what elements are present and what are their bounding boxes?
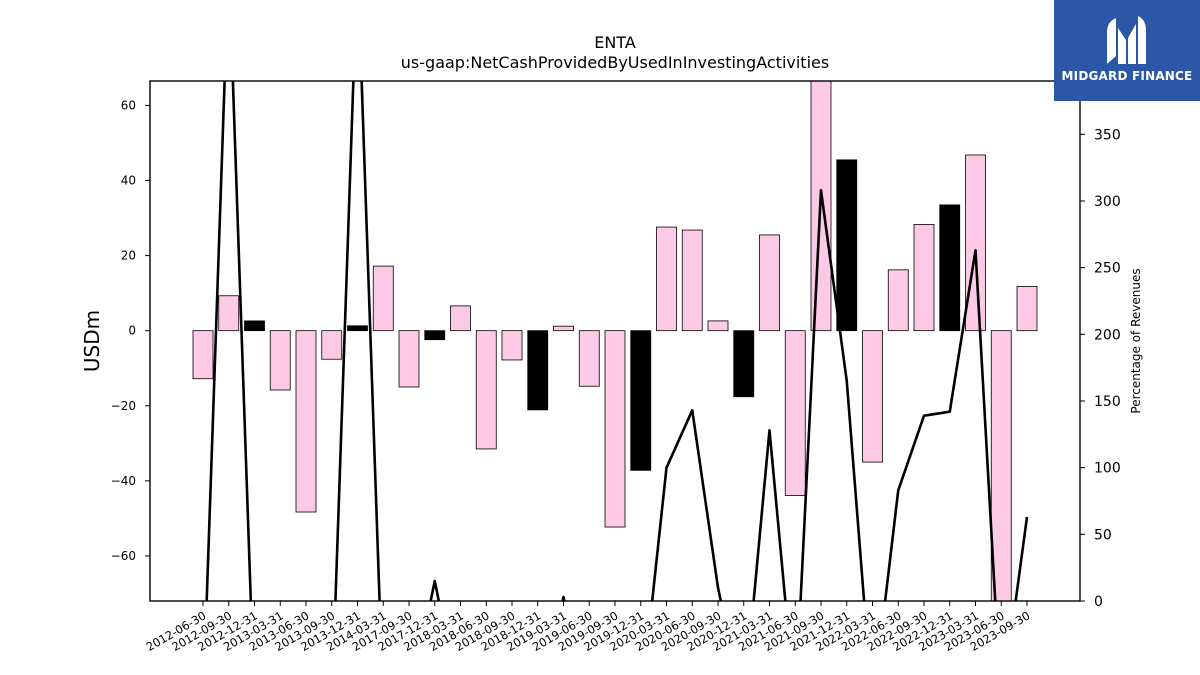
chart-title: ENTA xyxy=(594,33,636,52)
bar xyxy=(553,325,574,332)
bar xyxy=(295,330,317,513)
bar xyxy=(862,330,883,463)
line-group xyxy=(205,81,1029,601)
line-series xyxy=(561,595,566,601)
bar xyxy=(707,320,729,332)
chart-subtitle: us-gaap:NetCashProvidedByUsedInInvesting… xyxy=(401,53,829,72)
y-tick-label: 60 xyxy=(121,98,136,112)
y-tick-label: −60 xyxy=(111,549,136,563)
y-tick-label: −40 xyxy=(111,474,136,488)
bar xyxy=(475,330,497,450)
bar xyxy=(372,265,394,332)
bar xyxy=(887,269,909,332)
bar xyxy=(759,234,780,332)
bar xyxy=(398,330,420,388)
y2-tick-label: 50 xyxy=(1094,527,1112,543)
midgard-finance-logo: MIDGARD FINANCE xyxy=(1054,0,1200,101)
bar xyxy=(450,305,471,332)
bar xyxy=(347,325,368,332)
y-tick-label: 0 xyxy=(128,324,136,338)
y2-axis-label: Percentage of Revenues xyxy=(1129,268,1143,413)
bar xyxy=(321,330,343,360)
bar xyxy=(630,330,652,471)
logo-text: MIDGARD FINANCE xyxy=(1061,69,1193,83)
y2-tick-label: 200 xyxy=(1094,327,1121,343)
bar xyxy=(192,330,214,380)
bar xyxy=(604,330,626,528)
bar xyxy=(244,320,265,332)
bar xyxy=(424,330,446,341)
x-axis: 2012-06-302012-09-302012-12-312013-03-31… xyxy=(144,601,1033,654)
line-series xyxy=(650,189,1029,601)
bar xyxy=(1016,285,1038,332)
bar xyxy=(990,330,1012,601)
bar xyxy=(913,224,935,332)
y-tick-label: −20 xyxy=(111,399,136,413)
line-series xyxy=(205,81,253,601)
y2-tick-label: 0 xyxy=(1094,594,1103,610)
bar xyxy=(733,330,755,398)
bar xyxy=(501,330,523,361)
bars-group xyxy=(192,81,1038,601)
bar xyxy=(784,330,806,496)
bar xyxy=(965,154,986,332)
bar xyxy=(578,330,600,387)
y-tick-label: 20 xyxy=(121,249,136,263)
bar xyxy=(218,295,240,332)
y-axis-label: USDm xyxy=(80,310,104,372)
y-tick-label: 40 xyxy=(121,173,136,187)
bar xyxy=(656,226,677,332)
bar xyxy=(269,330,291,391)
y2-tick-label: 350 xyxy=(1094,127,1121,143)
y2-tick-label: 100 xyxy=(1094,461,1121,477)
midgard-logo-icon xyxy=(1107,16,1146,64)
bar xyxy=(836,159,858,332)
y2-tick-label: 300 xyxy=(1094,194,1121,210)
bar xyxy=(681,229,703,332)
y2-tick-label: 250 xyxy=(1094,261,1121,277)
y2-axis: 0 50 100 150 200 250 300 350 xyxy=(1080,127,1121,610)
bar xyxy=(939,204,961,332)
y2-tick-label: 150 xyxy=(1094,394,1121,410)
y-axis: −60 −40 −20 0 20 40 60 xyxy=(111,98,150,563)
line-series xyxy=(334,81,441,601)
bar xyxy=(527,330,549,411)
